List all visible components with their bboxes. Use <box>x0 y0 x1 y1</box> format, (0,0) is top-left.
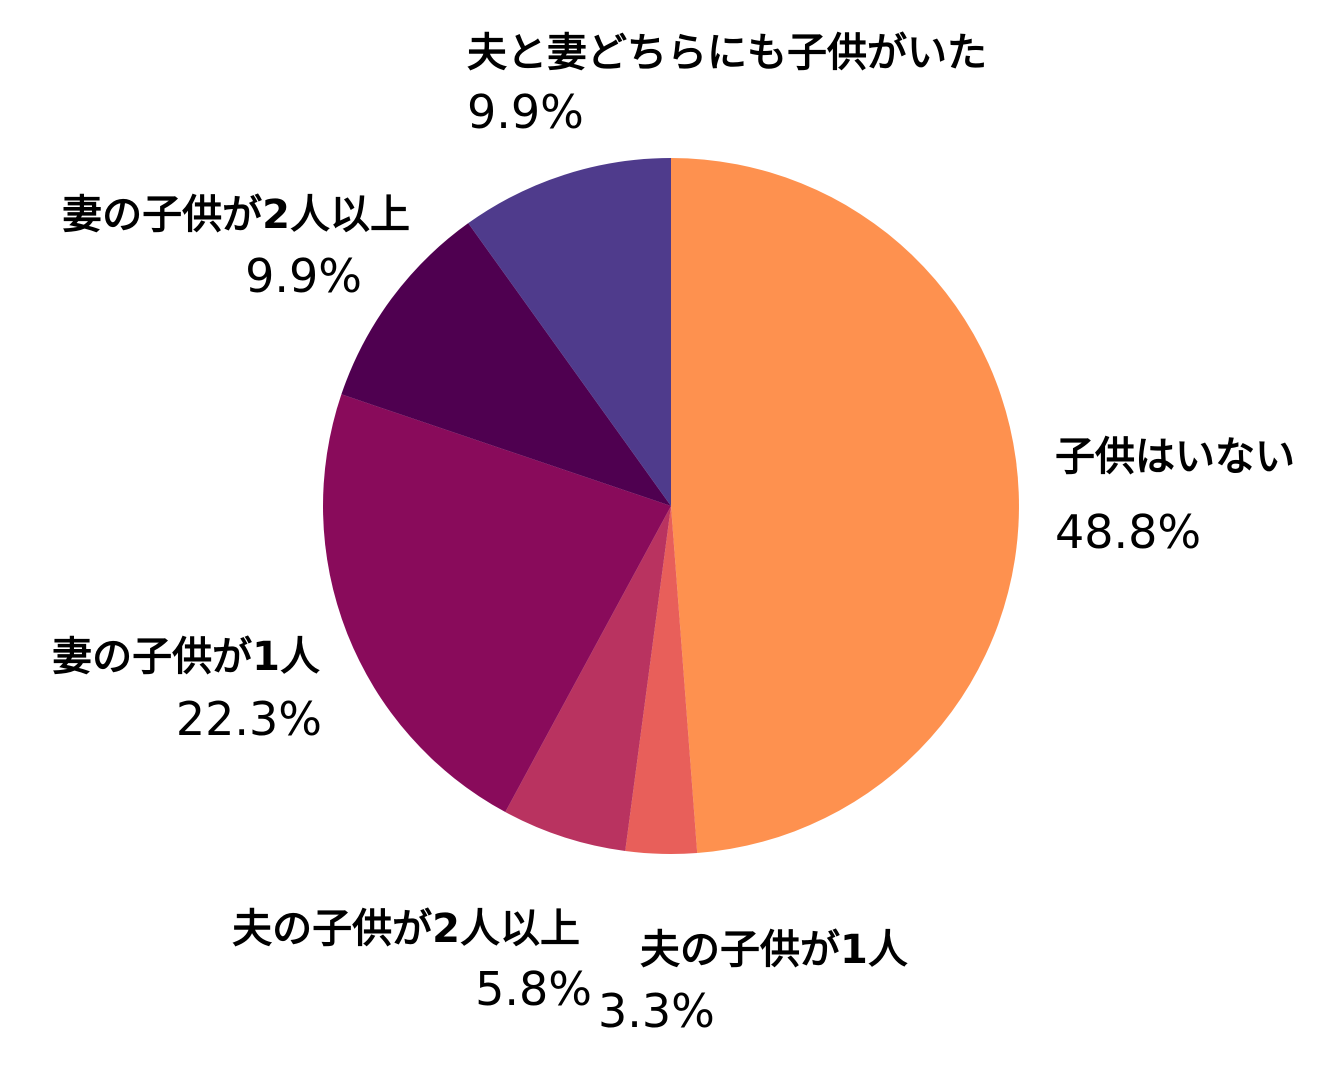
slice-wife-one-child <box>323 394 671 812</box>
slice-labels: 子供はいない 48.8% 夫の子供が1人 3.3% 夫の子供が2人以上 5.8%… <box>52 30 1295 1038</box>
slice-value-husband-two-plus-children: 5.8% <box>475 962 592 1016</box>
slice-label-husband-two-plus-children: 夫の子供が2人以上 <box>232 906 580 952</box>
slice-no-children <box>671 158 1019 854</box>
slice-both-had-children <box>468 157 671 506</box>
slice-husband-two-plus-children <box>505 506 671 851</box>
slice-value-both-had-children: 9.9% <box>467 85 584 139</box>
slice-wife-two-plus-children <box>341 223 671 506</box>
slice-label-both-had-children: 夫と妻どちらにも子供がいた <box>467 30 987 76</box>
slice-value-husband-one-child: 3.3% <box>598 984 715 1038</box>
slice-value-no-children: 48.8% <box>1055 505 1201 559</box>
slice-label-husband-one-child: 夫の子供が1人 <box>640 927 908 973</box>
pie-slices <box>323 157 1019 855</box>
slice-husband-one-child <box>625 506 698 855</box>
slice-label-wife-one-child: 妻の子供が1人 <box>52 634 320 680</box>
slice-label-no-children: 子供はいない <box>1055 434 1295 480</box>
slice-value-wife-one-child: 22.3% <box>176 692 322 746</box>
slice-value-wife-two-plus-children: 9.9% <box>245 249 362 303</box>
slice-label-wife-two-plus-children: 妻の子供が2人以上 <box>62 192 410 238</box>
